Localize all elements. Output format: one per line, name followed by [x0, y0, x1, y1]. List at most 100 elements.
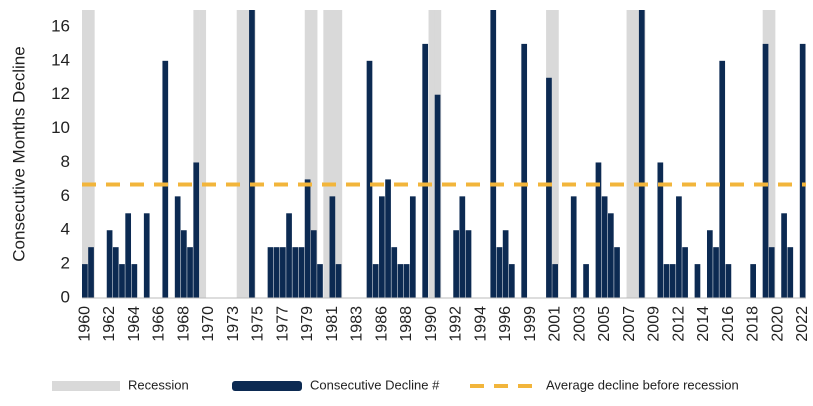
bar [583, 264, 589, 298]
recession-band [626, 10, 634, 298]
bar [465, 230, 472, 298]
bar [750, 264, 757, 298]
bar [663, 264, 670, 298]
x-tick-label: 2020 [769, 306, 786, 342]
bar [273, 247, 280, 298]
bar [638, 10, 645, 298]
bar [403, 264, 410, 298]
bar [459, 196, 466, 298]
recession-band [82, 10, 89, 298]
bar [119, 264, 125, 298]
x-tick-label: 1970 [200, 306, 217, 342]
bar [669, 264, 676, 298]
y-tick-label: 12 [51, 84, 70, 103]
bar [409, 196, 416, 298]
x-tick-label: 1986 [373, 306, 390, 342]
recession-band [335, 10, 343, 298]
x-tick-label: 2003 [571, 306, 588, 342]
x-tick-label: 2007 [621, 306, 638, 342]
x-tick-label: 1999 [522, 306, 539, 342]
x-tick-label: 2001 [547, 306, 564, 342]
bar [292, 247, 299, 298]
x-tick-label: 1968 [175, 306, 192, 342]
recession-band [329, 10, 337, 298]
x-tick-label: 1994 [472, 306, 489, 342]
x-tick-label: 1973 [225, 306, 242, 342]
x-tick-label: 2014 [695, 306, 712, 342]
bar [781, 213, 787, 298]
y-tick-label: 8 [61, 152, 70, 171]
y-tick-label: 0 [61, 287, 70, 306]
x-tick-label: 2022 [794, 306, 811, 342]
bar [304, 179, 311, 298]
recession-band [428, 10, 436, 298]
x-tick-label: 2009 [646, 306, 663, 342]
bar [174, 196, 181, 298]
bar [379, 196, 385, 298]
x-tick-label: 1977 [274, 306, 291, 342]
legend-label: Average decline before recession [546, 377, 739, 392]
recession-band [236, 10, 244, 298]
bar [762, 43, 769, 298]
bar [453, 230, 459, 298]
bar [787, 247, 794, 298]
bar [317, 264, 323, 298]
recession-band [310, 10, 318, 298]
x-tick-label: 2018 [745, 306, 762, 342]
bar [713, 247, 719, 298]
x-tick-label: 1981 [324, 306, 341, 342]
bar [162, 60, 169, 298]
y-tick-label: 14 [51, 50, 70, 69]
recession-band [632, 10, 640, 298]
x-tick-label: 1962 [101, 306, 118, 342]
bar [372, 264, 379, 298]
bar [143, 213, 150, 298]
y-tick-label: 16 [51, 16, 70, 35]
bar [181, 230, 187, 298]
x-tick-label: 1988 [398, 306, 415, 342]
bar [570, 196, 577, 298]
x-tick-label: 1964 [126, 306, 143, 342]
bar [496, 247, 503, 298]
x-tick-label: 1966 [151, 306, 168, 342]
bar [329, 196, 336, 298]
bar [267, 247, 274, 298]
y-tick-label: 2 [61, 254, 70, 273]
bar [280, 247, 286, 298]
bar [694, 264, 701, 298]
bar [768, 247, 775, 298]
legend-swatch [232, 381, 302, 391]
bar [502, 230, 509, 298]
recession-band [199, 10, 207, 298]
y-tick-label: 6 [61, 186, 70, 205]
bar [366, 60, 373, 298]
recession-band [323, 10, 330, 298]
bar [385, 179, 391, 298]
bar [310, 230, 317, 298]
bar [725, 264, 732, 298]
recession-band [552, 10, 559, 298]
recession-band [242, 10, 250, 298]
y-tick-label: 4 [61, 220, 70, 239]
bar [719, 60, 726, 298]
bar [601, 196, 608, 298]
bar [249, 10, 255, 298]
bar [521, 43, 528, 298]
bar [88, 247, 94, 298]
y-tick-label: 10 [51, 118, 70, 137]
bar [614, 247, 620, 298]
bar [546, 77, 552, 298]
bar [657, 162, 664, 298]
bar [422, 43, 429, 298]
bar [298, 247, 305, 298]
x-tick-label: 2016 [720, 306, 737, 342]
y-axis-title: Consecutive Months Decline [9, 46, 28, 261]
legend-swatch [52, 381, 120, 391]
x-tick-label: 1992 [448, 306, 465, 342]
x-tick-label: 2012 [670, 306, 687, 342]
bar [434, 94, 441, 299]
bar [335, 264, 342, 298]
bar [125, 213, 132, 298]
x-tick-label: 1996 [497, 306, 514, 342]
x-tick-label: 1975 [250, 306, 267, 342]
